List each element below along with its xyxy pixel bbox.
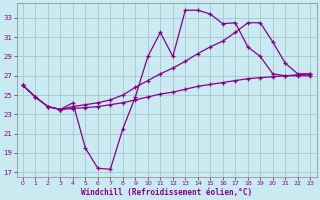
X-axis label: Windchill (Refroidissement éolien,°C): Windchill (Refroidissement éolien,°C) xyxy=(81,188,252,197)
